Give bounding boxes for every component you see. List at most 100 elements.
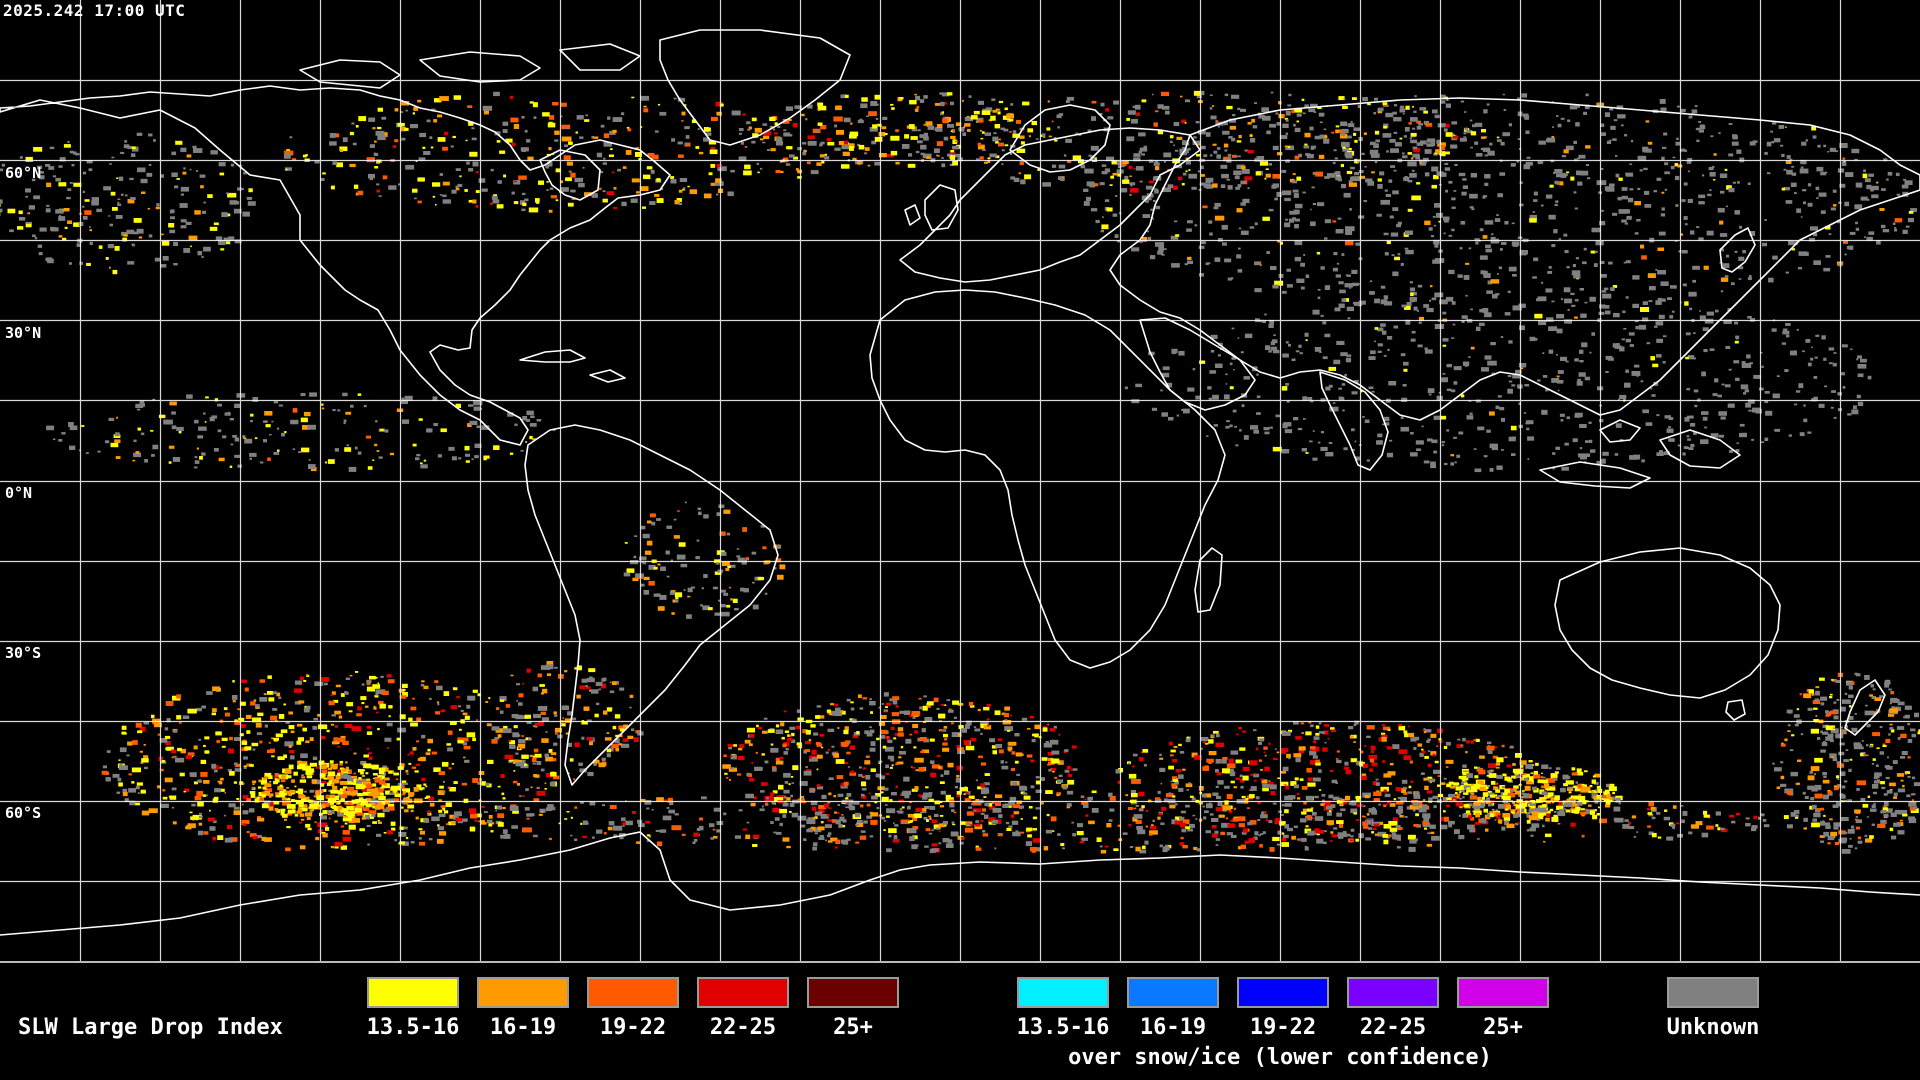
slw-pixel bbox=[546, 181, 549, 183]
slw-pixel bbox=[1250, 425, 1259, 430]
slw-pixel bbox=[1317, 202, 1325, 207]
slw-pixel bbox=[1724, 275, 1729, 278]
slw-pixel bbox=[440, 709, 446, 713]
slw-pixel bbox=[275, 733, 281, 737]
slw-pixel bbox=[621, 112, 625, 116]
slw-pixel bbox=[367, 466, 373, 470]
slw-pixel bbox=[846, 698, 851, 702]
slw-pixel bbox=[1417, 344, 1423, 348]
slw-pixel bbox=[164, 727, 169, 731]
slw-pixel bbox=[1208, 220, 1213, 224]
slw-pixel bbox=[200, 759, 207, 764]
slw-pixel bbox=[177, 747, 182, 752]
slw-pixel bbox=[1227, 153, 1232, 157]
slw-pixel bbox=[1451, 301, 1456, 305]
slw-pixel bbox=[243, 766, 247, 769]
slw-pixel bbox=[1330, 804, 1336, 808]
slw-pixel bbox=[980, 820, 984, 823]
slw-pixel bbox=[1512, 373, 1521, 379]
slw-pixel bbox=[1333, 359, 1341, 365]
slw-pixel bbox=[1362, 97, 1368, 102]
slw-pixel bbox=[1508, 380, 1513, 383]
slw-pixel bbox=[1663, 132, 1668, 136]
slw-pixel bbox=[1213, 150, 1218, 154]
slw-pixel bbox=[442, 808, 446, 811]
slw-pixel bbox=[306, 775, 313, 779]
slw-pixel bbox=[1346, 274, 1351, 277]
slw-pixel bbox=[778, 784, 784, 790]
slw-pixel bbox=[1751, 438, 1755, 441]
slw-pixel bbox=[1358, 170, 1364, 174]
slw-pixel bbox=[1565, 145, 1574, 151]
slw-pixel bbox=[290, 730, 295, 734]
slw-pixel bbox=[1009, 152, 1013, 155]
slw-pixel bbox=[109, 223, 114, 227]
slw-pixel bbox=[728, 767, 737, 772]
slw-pixel bbox=[983, 725, 992, 730]
slw-pixel bbox=[1134, 104, 1141, 110]
slw-pixel bbox=[951, 128, 955, 132]
slw-pixel bbox=[964, 116, 973, 122]
slw-pixel bbox=[757, 171, 760, 174]
slw-pixel bbox=[943, 704, 947, 706]
slw-pixel bbox=[1418, 321, 1422, 324]
slw-pixel bbox=[1012, 130, 1017, 134]
slw-pixel bbox=[1657, 247, 1665, 251]
slw-pixel bbox=[1320, 431, 1325, 434]
slw-pixel bbox=[677, 154, 684, 158]
slw-pixel bbox=[1276, 191, 1282, 197]
slw-pixel bbox=[678, 202, 683, 205]
slw-pixel bbox=[1416, 142, 1424, 146]
slw-pixel bbox=[136, 132, 143, 136]
slw-pixel bbox=[1046, 127, 1051, 131]
slw-pixel bbox=[1634, 364, 1640, 368]
slw-pixel bbox=[1187, 260, 1193, 264]
slw-pixel bbox=[1393, 117, 1402, 122]
slw-pixel bbox=[602, 190, 606, 193]
slw-pixel bbox=[329, 141, 337, 146]
slw-pixel bbox=[1433, 415, 1441, 420]
slw-pixel bbox=[646, 166, 653, 170]
slw-pixel bbox=[1151, 407, 1158, 411]
slw-pixel bbox=[1448, 820, 1455, 825]
slw-pixel bbox=[130, 197, 136, 200]
slw-pixel bbox=[1045, 790, 1053, 794]
slw-pixel bbox=[1433, 769, 1442, 774]
slw-pixel bbox=[1288, 93, 1292, 97]
slw-pixel bbox=[400, 786, 405, 789]
slw-pixel bbox=[1266, 251, 1270, 254]
slw-pixel bbox=[845, 797, 849, 800]
slw-pixel bbox=[1560, 419, 1564, 422]
slw-pixel bbox=[1444, 167, 1451, 171]
slw-pixel bbox=[294, 814, 299, 817]
slw-pixel bbox=[1053, 725, 1057, 729]
slw-pixel bbox=[1067, 773, 1073, 777]
slw-pixel bbox=[1020, 141, 1025, 145]
slw-pixel bbox=[878, 153, 887, 158]
slw-pixel bbox=[1301, 448, 1307, 452]
slw-pixel bbox=[298, 795, 306, 799]
slw-pixel bbox=[1534, 313, 1543, 319]
slw-pixel bbox=[284, 790, 290, 794]
slw-pixel bbox=[1305, 452, 1309, 454]
slw-pixel bbox=[1329, 406, 1339, 412]
slw-pixel bbox=[357, 190, 364, 196]
slw-pixel bbox=[1568, 321, 1572, 324]
slw-pixel bbox=[1619, 346, 1625, 352]
slw-pixel bbox=[1830, 406, 1834, 409]
slw-pixel bbox=[330, 845, 334, 849]
slw-pixel bbox=[1656, 452, 1664, 456]
slw-pixel bbox=[904, 134, 909, 139]
slw-pixel bbox=[372, 821, 377, 824]
slw-pixel bbox=[326, 782, 331, 786]
slw-pixel bbox=[1240, 108, 1246, 112]
slw-pixel bbox=[1413, 147, 1420, 153]
slw-pixel bbox=[1434, 292, 1444, 298]
slw-pixel bbox=[901, 806, 905, 809]
slw-pixel bbox=[96, 208, 103, 213]
slw-pixel bbox=[1440, 782, 1446, 785]
slw-pixel bbox=[790, 794, 794, 798]
slw-pixel bbox=[513, 770, 516, 772]
slw-pixel bbox=[1451, 121, 1458, 125]
slw-pixel bbox=[1616, 105, 1624, 110]
